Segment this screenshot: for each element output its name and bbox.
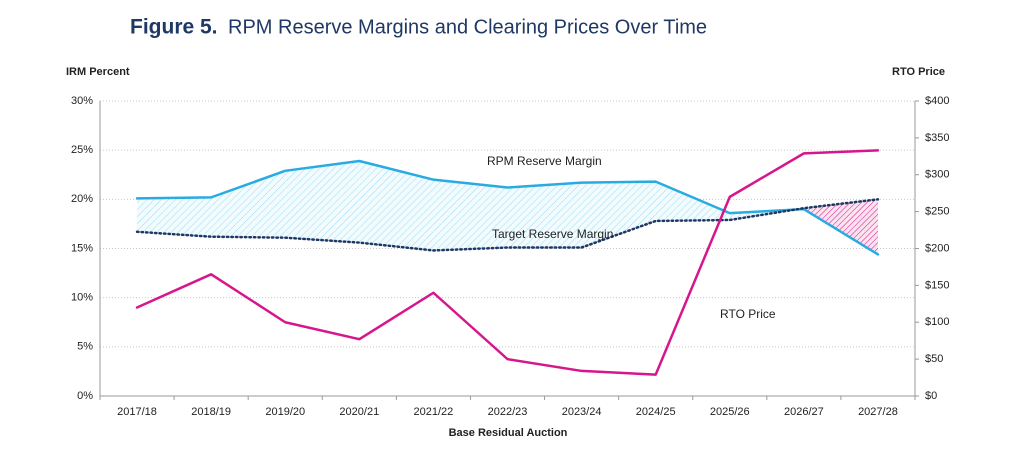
y-tick-label: 20% [71, 193, 93, 205]
x-tick-label: 2025/26 [710, 406, 750, 418]
series-label: Target Reserve Margin [492, 227, 613, 241]
y2-tick-label: $300 [925, 169, 949, 181]
margin-band [137, 197, 212, 237]
y-tick-label: 30% [71, 95, 93, 107]
margin-band [359, 160, 434, 251]
x-axis-title: Base Residual Auction [449, 427, 568, 439]
y-tick-label: 25% [71, 144, 93, 156]
y2-tick-label: $200 [925, 242, 949, 254]
x-tick-label: 2017/18 [117, 406, 157, 418]
y-axis-title: IRM Percent [66, 66, 130, 78]
series-line [135, 149, 880, 376]
series-line [135, 159, 880, 256]
x-tick-label: 2019/20 [265, 406, 305, 418]
y2-tick-label: $250 [925, 206, 949, 218]
x-tick-label: 2022/23 [488, 406, 528, 418]
y2-tick-label: $50 [925, 353, 943, 365]
y-tick-label: 5% [77, 341, 93, 353]
y-tick-label: 15% [71, 242, 93, 254]
margin-band [655, 181, 730, 221]
y2-tick-label: $0 [925, 390, 937, 402]
series-line [135, 198, 880, 252]
margin-band [581, 181, 656, 248]
y2-tick-label: $400 [925, 95, 949, 107]
x-tick-label: 2021/22 [414, 406, 454, 418]
chart-title: Figure 5. [130, 16, 218, 39]
margin-band [507, 182, 582, 248]
x-tick-label: 2018/19 [191, 406, 231, 418]
series-label: RTO Price [720, 307, 776, 321]
x-tick-label: 2026/27 [784, 406, 824, 418]
y2-axis-title: RTO Price [892, 66, 945, 78]
x-tick-label: 2020/21 [339, 406, 379, 418]
y2-tick-label: $350 [925, 132, 949, 144]
series-label: RPM Reserve Margin [487, 154, 602, 168]
margin-band [211, 170, 286, 238]
x-tick-label: 2023/24 [562, 406, 602, 418]
x-tick-label: 2027/28 [858, 406, 898, 418]
chart-subtitle: RPM Reserve Margins and Clearing Prices … [228, 16, 707, 38]
margin-band [433, 179, 508, 251]
x-tick-label: 2024/25 [636, 406, 676, 418]
margin-band [803, 199, 878, 255]
y-tick-label: 10% [71, 292, 93, 304]
y2-tick-label: $100 [925, 316, 949, 328]
y-tick-label: 0% [77, 390, 93, 402]
y2-tick-label: $150 [925, 279, 949, 291]
margin-band [285, 160, 360, 243]
